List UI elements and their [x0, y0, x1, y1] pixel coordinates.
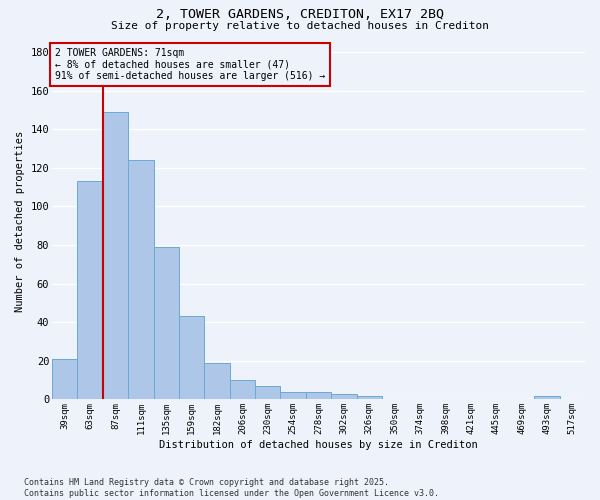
Bar — [280, 392, 306, 400]
Bar — [77, 182, 103, 400]
Bar — [331, 394, 356, 400]
Bar — [179, 316, 205, 400]
Text: Contains HM Land Registry data © Crown copyright and database right 2025.
Contai: Contains HM Land Registry data © Crown c… — [24, 478, 439, 498]
Bar — [103, 112, 128, 400]
Bar — [255, 386, 280, 400]
Bar — [154, 247, 179, 400]
Bar — [52, 359, 77, 400]
Bar — [230, 380, 255, 400]
Bar — [205, 363, 230, 400]
Text: 2 TOWER GARDENS: 71sqm
← 8% of detached houses are smaller (47)
91% of semi-deta: 2 TOWER GARDENS: 71sqm ← 8% of detached … — [55, 48, 325, 81]
Bar — [356, 396, 382, 400]
Text: Size of property relative to detached houses in Crediton: Size of property relative to detached ho… — [111, 21, 489, 31]
X-axis label: Distribution of detached houses by size in Crediton: Distribution of detached houses by size … — [159, 440, 478, 450]
Y-axis label: Number of detached properties: Number of detached properties — [15, 130, 25, 312]
Bar — [534, 396, 560, 400]
Text: 2, TOWER GARDENS, CREDITON, EX17 2BQ: 2, TOWER GARDENS, CREDITON, EX17 2BQ — [156, 8, 444, 20]
Bar — [306, 392, 331, 400]
Bar — [128, 160, 154, 400]
